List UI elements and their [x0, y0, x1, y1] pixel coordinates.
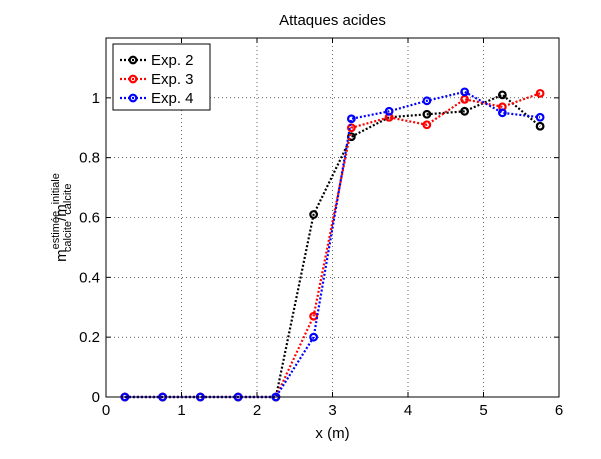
series-point — [422, 120, 432, 130]
legend-entry: Exp. 3 — [120, 71, 194, 88]
y-tick-label: 0.2 — [79, 329, 100, 346]
y-tick-label: 0.6 — [79, 210, 100, 227]
legend-swatch-marker — [128, 55, 138, 65]
tick-layer: 0 1 2 3 4 5 6 0 0.2 0.4 0.6 0.8 1 — [79, 38, 563, 419]
chart-title: Attaques acides — [279, 12, 386, 29]
legend-entry: Exp. 4 — [120, 90, 194, 107]
series-point — [309, 210, 319, 219]
x-tick-label: 0 — [102, 402, 110, 419]
y-tick-label: 0.4 — [79, 269, 100, 286]
x-axis-label: x (m) — [315, 425, 349, 442]
series-point — [460, 106, 470, 116]
y-label-sup2: initiale — [50, 173, 62, 204]
y-tick-label: 0.8 — [79, 150, 100, 167]
y-label-sup1: estimée — [50, 211, 62, 250]
legend-label: Exp. 4 — [151, 90, 194, 107]
x-tick-label: 6 — [555, 402, 563, 419]
y-tick-label: 1 — [92, 90, 100, 107]
legend-swatch-marker — [128, 74, 138, 84]
series-point — [309, 311, 319, 321]
y-axis-label: mestiméecalcite/minitialecalcite — [50, 173, 74, 262]
series-point — [309, 332, 319, 342]
series-point — [497, 90, 507, 100]
series-point — [384, 106, 394, 116]
x-tick-label: 1 — [177, 402, 185, 419]
series-point — [346, 114, 356, 124]
legend-label: Exp. 3 — [151, 71, 194, 88]
series-point — [422, 109, 432, 119]
y-label-base: m — [53, 249, 70, 262]
series-point — [535, 112, 545, 122]
x-tick-label: 4 — [404, 402, 412, 419]
y-tick-label: 0 — [92, 389, 100, 406]
series-point — [535, 88, 545, 98]
y-label-slash: /m — [53, 204, 70, 221]
series-point — [460, 87, 470, 97]
legend: Exp. 2 Exp. 3 Exp. 4 — [112, 43, 211, 111]
series-point — [535, 121, 545, 131]
legend-swatch-marker — [128, 93, 138, 103]
x-tick-label: 5 — [479, 402, 487, 419]
x-tick-label: 2 — [253, 402, 261, 419]
legend-label: Exp. 2 — [151, 52, 194, 69]
y-label-sub1: calcite — [62, 221, 74, 252]
x-tick-label: 3 — [328, 402, 336, 419]
y-label-sub2: calcite — [62, 184, 74, 215]
legend-entry: Exp. 2 — [120, 52, 194, 69]
series-point — [422, 96, 432, 106]
svg-text:mestiméecalcite/minitialecalci: mestiméecalcite/minitialecalcite — [50, 173, 74, 262]
series-point — [497, 108, 507, 118]
